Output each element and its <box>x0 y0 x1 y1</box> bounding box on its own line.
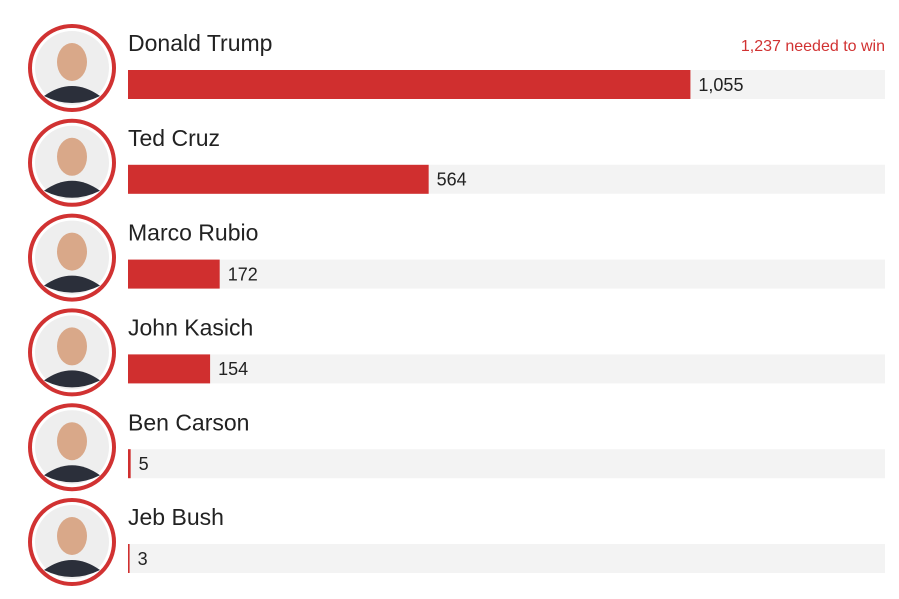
bar <box>128 70 691 99</box>
portrait-suit <box>44 370 100 388</box>
portrait-face <box>57 517 87 555</box>
portrait-face <box>57 137 87 176</box>
bar-track <box>128 354 885 384</box>
candidate-name: Jeb Bush <box>128 504 224 530</box>
candidate-name: Marco Rubio <box>128 220 258 246</box>
portrait-suit <box>44 275 100 293</box>
bar <box>128 354 211 384</box>
candidate-name: Ben Carson <box>128 409 249 435</box>
value-label: 3 <box>138 549 148 569</box>
bar <box>128 164 429 194</box>
portrait-face <box>57 43 87 81</box>
bar-track <box>128 259 885 289</box>
candidate-name: Ted Cruz <box>128 125 220 151</box>
bar <box>128 544 130 573</box>
bar-track <box>128 449 885 479</box>
portrait-suit <box>44 180 100 198</box>
annotation: 1,237 needed to win <box>741 38 885 55</box>
bar-track <box>128 544 885 573</box>
portrait-suit <box>44 86 100 103</box>
value-label: 154 <box>218 359 248 379</box>
portrait-face <box>57 232 87 271</box>
portrait-face <box>57 327 87 366</box>
value-label: 5 <box>139 454 149 474</box>
value-label: 1,055 <box>698 75 743 95</box>
portrait-face <box>57 422 87 461</box>
value-label: 172 <box>228 264 258 284</box>
bar <box>128 449 131 479</box>
candidate-name: John Kasich <box>128 314 253 340</box>
candidate-name: Donald Trump <box>128 30 272 56</box>
portrait-suit <box>44 465 100 483</box>
portrait-suit <box>44 560 100 577</box>
value-label: 564 <box>437 170 467 190</box>
bar <box>128 259 220 289</box>
